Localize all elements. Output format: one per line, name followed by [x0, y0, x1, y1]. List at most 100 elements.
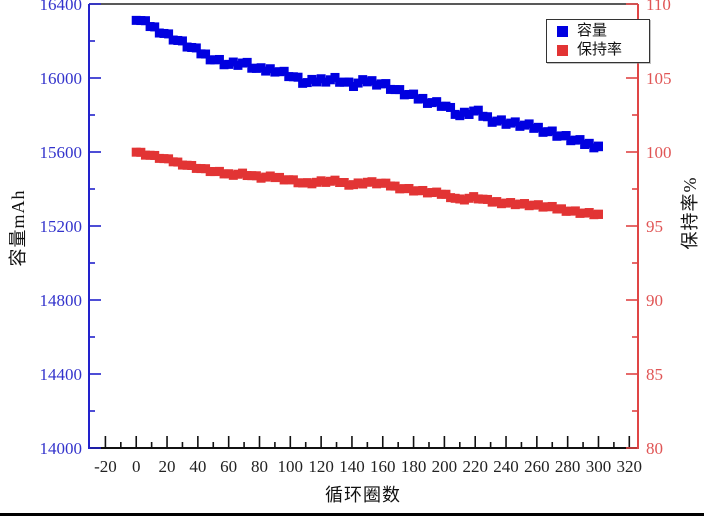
- legend-label: 保持率: [577, 42, 623, 59]
- data-point: [256, 63, 266, 73]
- data-point: [358, 75, 368, 85]
- data-point: [418, 93, 428, 103]
- y-right-tick-label: 90: [646, 291, 663, 310]
- data-point: [164, 154, 174, 164]
- retention-swatch-icon: [557, 45, 568, 57]
- data-point: [492, 116, 502, 126]
- data-point: [145, 150, 155, 160]
- data-point: [515, 199, 525, 209]
- data-point: [201, 164, 211, 174]
- data-point: [270, 67, 280, 77]
- data-point: [224, 59, 234, 69]
- y-left-tick-label: 14800: [40, 291, 83, 310]
- data-point: [367, 76, 377, 86]
- data-point: [372, 80, 382, 90]
- data-point: [279, 175, 289, 185]
- data-point: [196, 49, 206, 59]
- data-point: [275, 172, 285, 182]
- y-left-tick-label: 15200: [40, 217, 83, 236]
- data-point: [362, 77, 372, 87]
- x-tick-label: 80: [251, 457, 268, 476]
- data-point: [335, 178, 345, 188]
- y-left-tick-label: 14400: [40, 365, 83, 384]
- data-point: [136, 147, 146, 157]
- x-tick-label: 160: [370, 457, 396, 476]
- data-point: [510, 117, 520, 127]
- data-point: [307, 74, 317, 84]
- data-point: [409, 186, 419, 196]
- data-point: [441, 101, 451, 111]
- data-point: [547, 201, 557, 211]
- data-point: [506, 118, 516, 128]
- data-point: [376, 79, 386, 89]
- data-point: [510, 200, 520, 210]
- data-point: [436, 189, 446, 199]
- data-point: [501, 119, 511, 129]
- data-point: [399, 184, 409, 194]
- data-point: [228, 57, 238, 67]
- data-point: [196, 164, 206, 174]
- data-point: [561, 131, 571, 141]
- data-point: [187, 42, 197, 52]
- y-right-tick-label: 85: [646, 365, 663, 384]
- data-point: [538, 202, 548, 212]
- data-point: [556, 204, 566, 214]
- data-point: [131, 147, 141, 157]
- data-point: [496, 115, 506, 125]
- data-point: [561, 206, 571, 216]
- y-left-tick-label: 14000: [40, 439, 83, 458]
- data-point: [293, 178, 303, 188]
- y-right-tick-label: 105: [646, 69, 672, 88]
- y-right-tick-label: 95: [646, 217, 663, 236]
- data-point: [593, 141, 603, 151]
- data-point: [376, 178, 386, 188]
- data-point: [436, 101, 446, 111]
- data-point: [270, 173, 280, 183]
- data-point: [164, 29, 174, 39]
- x-tick-label: 60: [220, 457, 237, 476]
- data-point: [330, 72, 340, 82]
- capacity-series: [131, 15, 603, 153]
- data-point: [339, 178, 349, 188]
- data-point: [556, 131, 566, 141]
- data-point: [385, 181, 395, 191]
- data-point: [543, 127, 553, 137]
- y-axis-left-ticks: [89, 3, 101, 449]
- data-point: [302, 178, 312, 188]
- data-point: [533, 200, 543, 210]
- data-point: [418, 185, 428, 195]
- data-point: [390, 181, 400, 191]
- data-point: [228, 170, 238, 180]
- data-point: [205, 55, 215, 65]
- x-tick-label: 280: [555, 457, 581, 476]
- y-right-tick-label: 80: [646, 439, 663, 458]
- data-point: [385, 84, 395, 94]
- data-point: [487, 117, 497, 127]
- data-point: [224, 169, 234, 179]
- data-point: [275, 67, 285, 77]
- x-tick-label: 320: [617, 457, 643, 476]
- y-left-tick-label: 16000: [40, 69, 83, 88]
- legend-item-capacity: 容量: [557, 23, 649, 39]
- data-point: [589, 210, 599, 220]
- x-tick-label: 240: [493, 457, 519, 476]
- data-point: [501, 198, 511, 208]
- data-point: [483, 194, 493, 204]
- data-point: [214, 166, 224, 176]
- data-point: [399, 90, 409, 100]
- page-divider: [0, 513, 704, 516]
- data-point: [580, 140, 590, 150]
- data-point: [316, 176, 326, 186]
- data-point: [432, 187, 442, 197]
- data-point: [432, 97, 442, 107]
- data-point: [413, 94, 423, 104]
- data-point: [478, 194, 488, 204]
- data-point: [358, 179, 368, 189]
- data-point: [251, 63, 261, 73]
- data-point: [159, 28, 169, 38]
- data-point: [381, 178, 391, 188]
- x-tick-label: 300: [586, 457, 612, 476]
- data-point: [261, 66, 271, 76]
- data-point: [487, 197, 497, 207]
- data-point: [205, 167, 215, 177]
